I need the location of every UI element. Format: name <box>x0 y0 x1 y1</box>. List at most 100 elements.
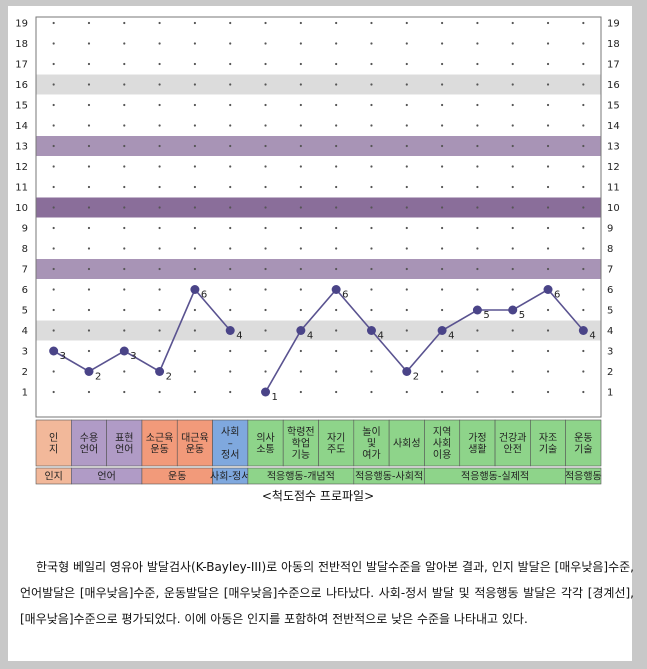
grid-dot <box>370 370 373 373</box>
grid-dot <box>546 62 550 66</box>
grid-dot <box>335 390 338 394</box>
grid-dot <box>87 83 91 86</box>
data-point <box>261 387 271 397</box>
category-label: – <box>228 439 233 450</box>
grid-dot <box>123 226 126 230</box>
grid-dot <box>299 21 302 25</box>
series-line <box>53 288 231 373</box>
grid-dot <box>52 267 55 271</box>
data-label: 3 <box>130 351 136 362</box>
grid-dot <box>264 226 267 230</box>
data-point <box>508 305 518 315</box>
grid-dot <box>370 42 373 45</box>
category-label: 건강과 <box>499 432 527 444</box>
grid-dot <box>158 206 161 209</box>
grid-dot <box>476 267 479 271</box>
grid-dot <box>370 390 373 394</box>
grid-dot <box>299 124 302 127</box>
grid-dot <box>264 308 267 312</box>
y-tick-label-left: 18 <box>15 39 28 50</box>
grid-dot <box>193 185 197 189</box>
grid-dot <box>158 144 161 148</box>
grid-dot <box>335 247 338 250</box>
grid-dot <box>440 144 444 148</box>
grid-dot <box>405 103 408 107</box>
category-label: 여가 <box>362 449 380 461</box>
grid-dot <box>582 42 585 45</box>
grid-dot <box>335 103 338 107</box>
grid-dot <box>87 206 91 209</box>
category-label: 정서 <box>221 449 239 461</box>
data-point <box>578 326 588 335</box>
grid-dot <box>87 226 91 230</box>
grid-dot <box>370 185 373 189</box>
grid-dot <box>299 103 302 107</box>
category-label: 운동 <box>150 443 168 455</box>
group-label: 적응행동-실제적 <box>461 471 529 483</box>
grid-dot <box>335 144 338 148</box>
grid-dot <box>476 103 479 107</box>
grid-dot <box>123 144 126 148</box>
data-point <box>472 305 482 315</box>
grid-dot <box>264 165 267 168</box>
grid-dot <box>546 329 550 332</box>
grid-dot <box>52 308 55 312</box>
category-label: 의사 <box>256 432 274 444</box>
group-label: 적응행동 <box>565 471 602 483</box>
group-cell <box>565 467 602 485</box>
grid-dot <box>87 329 91 332</box>
grid-dot <box>440 165 444 168</box>
y-tick-label-left: 12 <box>15 162 28 173</box>
grid-dot <box>582 83 585 86</box>
grid-dot <box>158 288 161 291</box>
y-tick-label-right: 11 <box>607 183 620 194</box>
grid-dot <box>440 308 444 312</box>
grid-dot <box>546 21 550 25</box>
data-point <box>366 326 376 335</box>
grid-dot <box>511 62 514 66</box>
y-tick-label-right: 3 <box>607 347 613 358</box>
data-label: 4 <box>589 331 595 342</box>
grid-dot <box>158 247 161 250</box>
group-label: 적응행동-개념적 <box>267 471 335 483</box>
grid-dot <box>582 226 585 230</box>
data-label: 2 <box>166 372 172 383</box>
grid-dot <box>511 83 514 86</box>
y-tick-label-left: 13 <box>15 142 28 153</box>
category-label: 학업 <box>292 437 310 450</box>
grid-dot <box>229 165 232 168</box>
category-label: 자기 <box>327 432 345 444</box>
grid-dot <box>52 288 55 291</box>
grid-dot <box>546 349 550 353</box>
grid-dot <box>476 349 479 353</box>
grid-dot <box>87 185 91 189</box>
grid-dot <box>405 185 408 189</box>
grid-dot <box>87 21 91 25</box>
grid-dot <box>158 21 161 25</box>
grid-dot <box>158 390 161 394</box>
data-point <box>331 285 341 294</box>
category-label: 및 <box>367 438 376 450</box>
y-tick-label-right: 19 <box>607 19 620 30</box>
grid-dot <box>582 247 585 250</box>
y-tick-label-left: 2 <box>22 367 28 378</box>
grid-dot <box>299 206 302 209</box>
grid-dot <box>335 329 338 332</box>
data-label: 1 <box>272 392 278 403</box>
category-label: 수용 <box>80 432 98 444</box>
grid-dot <box>299 83 302 86</box>
grid-dot <box>193 370 197 373</box>
grid-dot <box>440 349 444 353</box>
data-point <box>119 346 129 356</box>
grid-dot <box>299 144 302 148</box>
grid-dot <box>546 267 550 271</box>
category-cell <box>35 419 72 467</box>
y-tick-label-left: 5 <box>22 306 28 317</box>
category-cell <box>388 419 425 467</box>
chart-caption: <척도점수 프로파일> <box>262 489 374 503</box>
grid-dot <box>158 124 161 127</box>
y-tick-label-left: 10 <box>15 203 28 214</box>
grid-dot <box>511 103 514 107</box>
grid-dot <box>476 206 479 209</box>
